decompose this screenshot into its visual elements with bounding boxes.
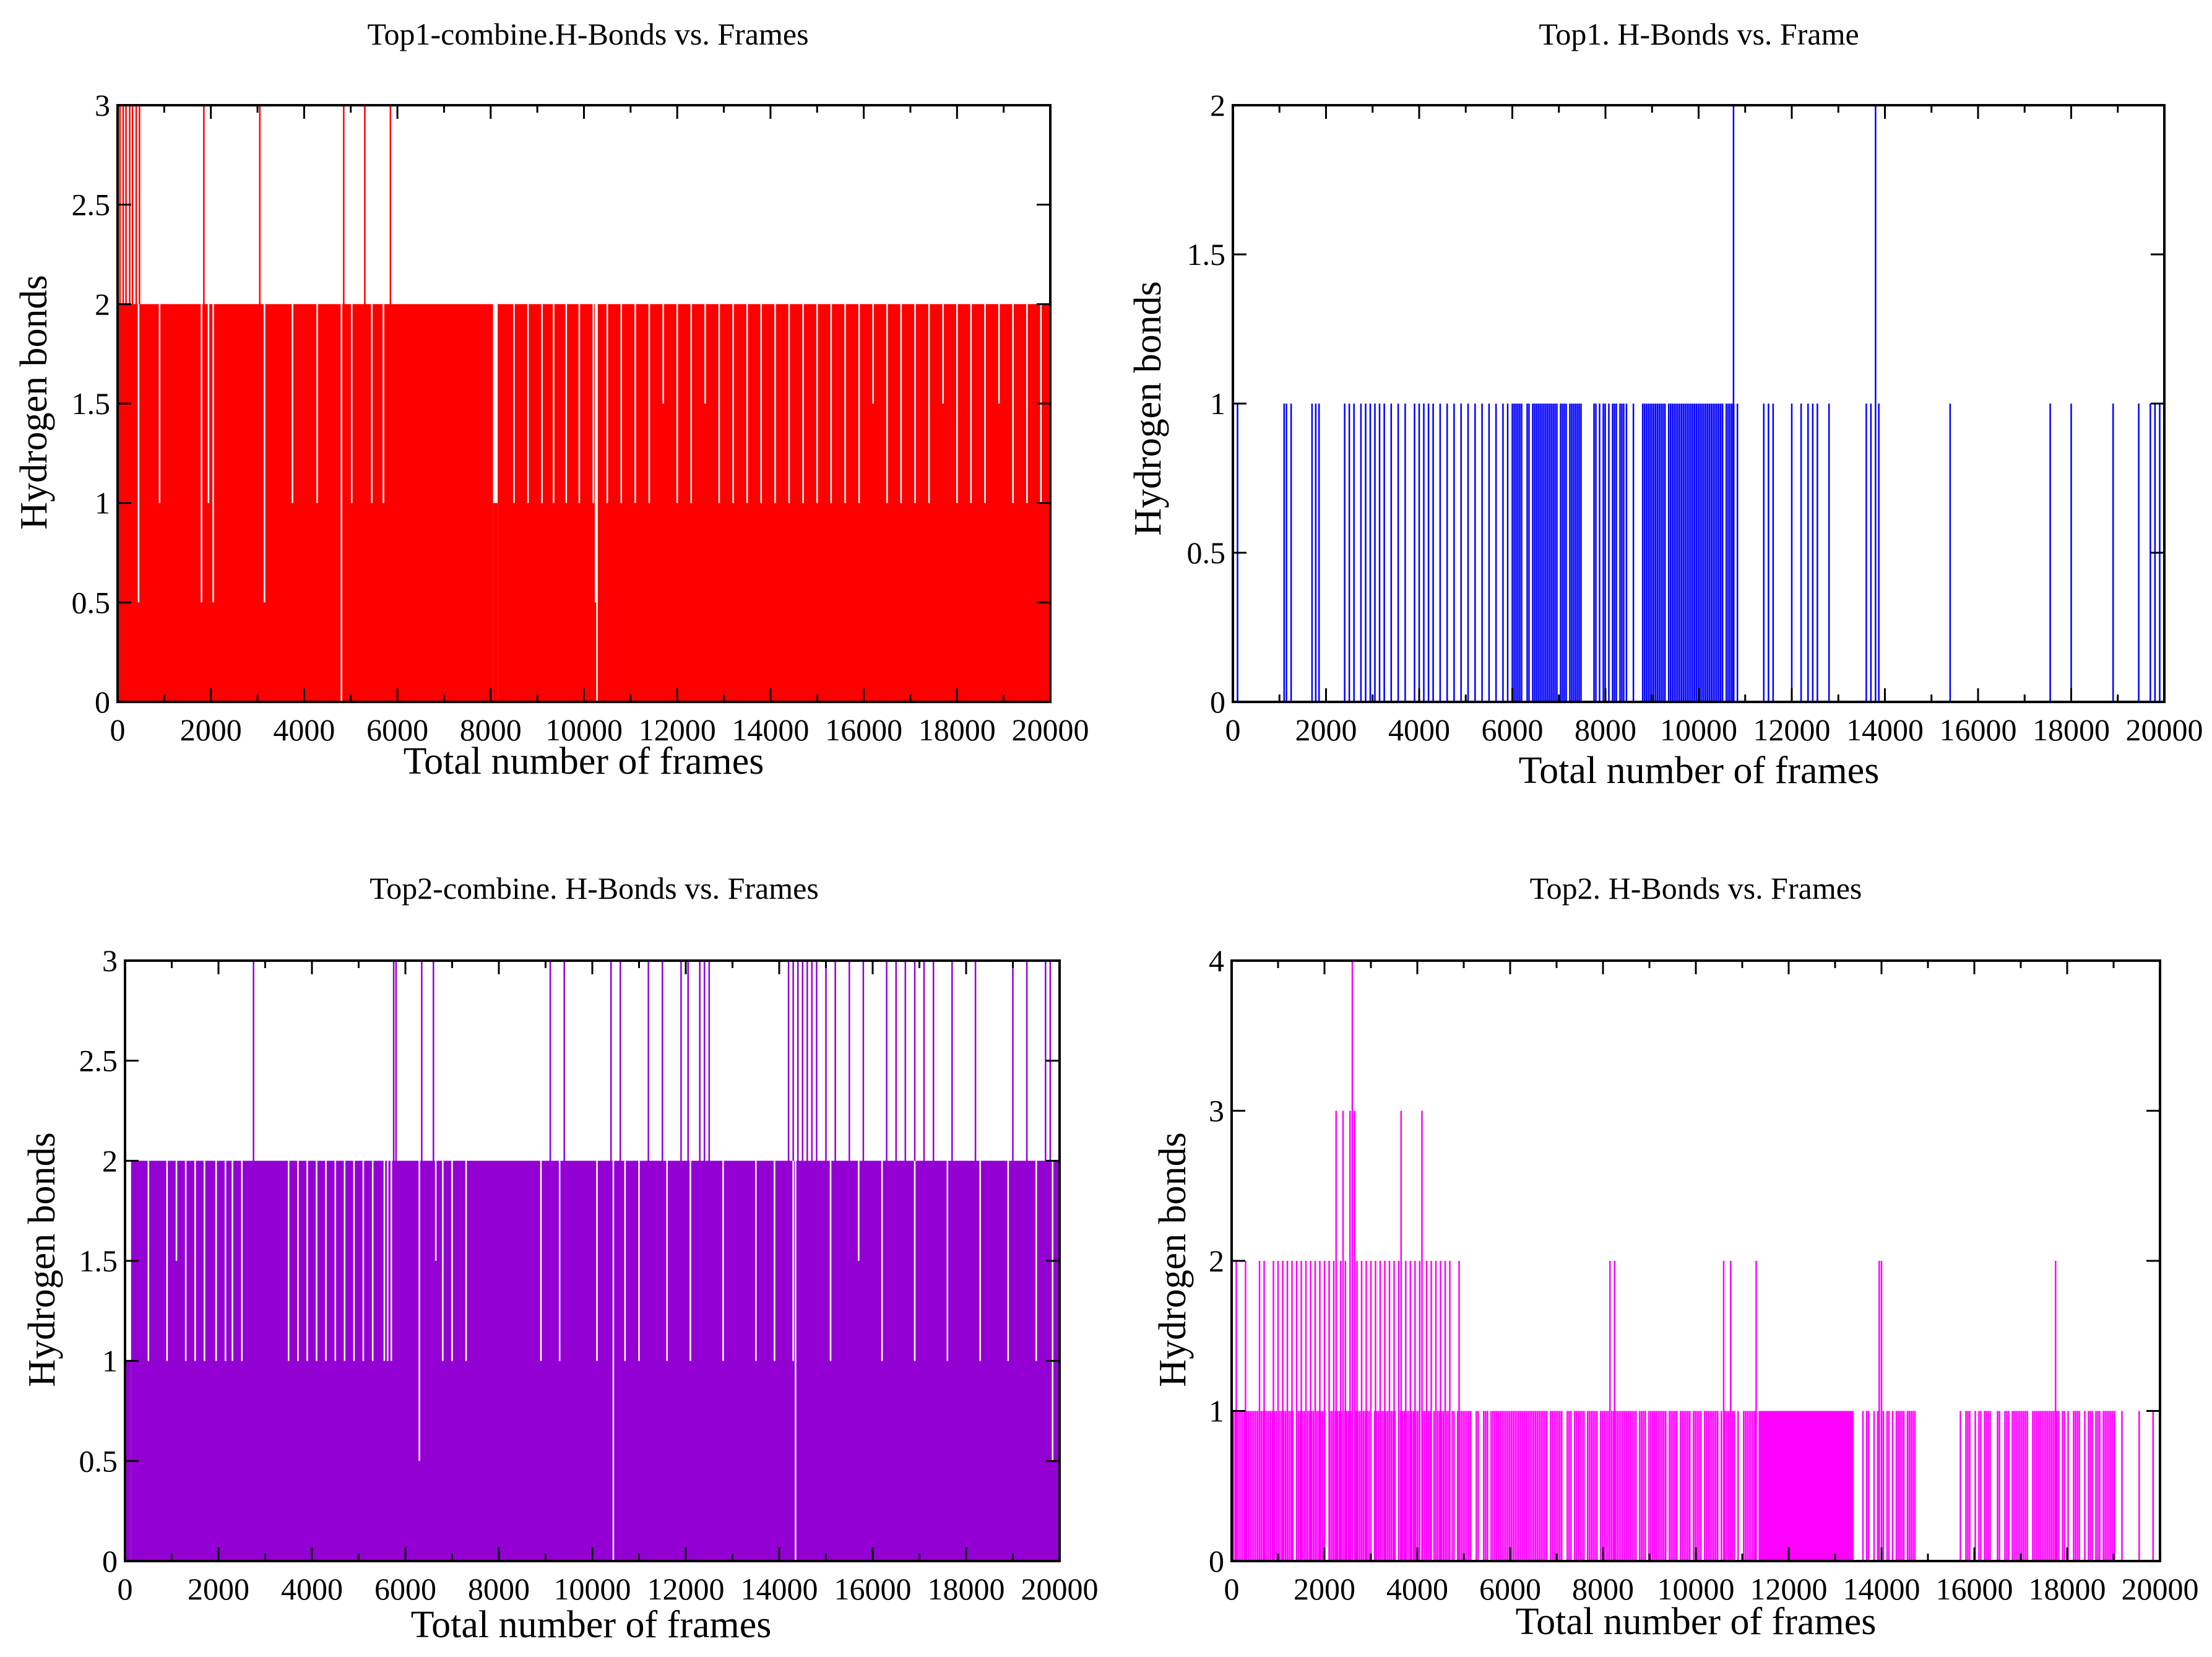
y-tick-label: 1 [102, 1344, 118, 1378]
hbond-fill-segment [493, 503, 498, 702]
y-tick-label: 4 [1209, 943, 1224, 978]
x-tick-label: 14000 [1843, 1572, 1920, 1606]
y-tick-label: 0 [102, 1544, 118, 1578]
chart-top2: Top2. H-Bonds vs. Frames 0 1 2 3 4 0 2000 4000 6… [1152, 871, 2199, 1643]
x-tick-label: 14000 [1846, 712, 1924, 747]
y-axis-label: Hydrogen bonds [13, 275, 55, 530]
plot-area: 0 0.5 1 1.5 2 2.5 3 0 2000 4000 6000 8000 10000 12000… [72, 88, 1089, 747]
x-tick-label: 16000 [1940, 712, 2017, 747]
x-axis-label: Total number of frames [1516, 1601, 1877, 1643]
x-tick-label: 10000 [1660, 712, 1737, 747]
y-tick-label: 1.5 [79, 1244, 118, 1278]
x-tick-label: 12000 [639, 712, 716, 747]
y-tick-label: 1.5 [72, 386, 111, 421]
x-tick-label: 6000 [1482, 712, 1544, 747]
x-tick-label: 14000 [741, 1572, 818, 1606]
x-tick-label: 8000 [1572, 1572, 1634, 1606]
x-axis-label: Total number of frames [404, 740, 764, 782]
plot-area: 0 0.5 1 1.5 2 0 2000 4000 6000 8000 10000 12000 1400… [1187, 88, 2203, 747]
x-tick-label: 18000 [928, 1572, 1005, 1606]
x-tick-label: 16000 [825, 712, 902, 747]
x-tick-label: 2000 [1295, 712, 1357, 747]
hbond-fill-segment [498, 304, 1050, 702]
hbond-fill-segment [131, 1161, 1060, 1561]
y-tick-label: 1 [1210, 386, 1225, 421]
x-tick-label: 4000 [1386, 1572, 1448, 1606]
y-tick-label: 2 [95, 287, 110, 321]
y-tick-label: 0 [1210, 685, 1225, 719]
x-tick-label: 6000 [366, 712, 428, 747]
x-tick-label: 12000 [1750, 1572, 1828, 1606]
x-tick-label: 2000 [1294, 1572, 1355, 1606]
y-tick-label: 2 [1210, 88, 1225, 123]
x-tick-label: 2000 [188, 1572, 249, 1606]
x-axis-label: Total number of frames [411, 1604, 772, 1646]
x-tick-label: 8000 [468, 1572, 530, 1606]
y-axis-label: Hydrogen bonds [1152, 1132, 1194, 1387]
plot-area: 0 0.5 1 1.5 2 2.5 3 0 2000 4000 6000 8000 10000 12000… [79, 943, 1099, 1606]
hbond-fill-segment [1758, 1411, 1854, 1561]
x-tick-label: 4000 [281, 1572, 343, 1606]
x-tick-label: 12000 [1753, 712, 1831, 747]
x-tick-label: 6000 [374, 1572, 436, 1606]
x-tick-label: 20000 [2126, 712, 2203, 747]
y-tick-label: 1 [1209, 1394, 1224, 1429]
y-tick-label: 0.5 [1187, 535, 1226, 570]
y-tick-label: 1 [95, 486, 110, 521]
x-tick-label: 18000 [918, 712, 996, 747]
chart-title: Top2. H-Bonds vs. Frames [1530, 871, 1862, 906]
x-tick-label: 4000 [273, 712, 335, 747]
x-tick-label: 2000 [180, 712, 242, 747]
x-tick-label: 0 [1224, 1572, 1240, 1606]
y-axis-label: Hydrogen bonds [1127, 281, 1169, 536]
x-tick-label: 18000 [2033, 712, 2110, 747]
x-tick-label: 0 [1225, 712, 1241, 747]
y-tick-label: 3 [102, 943, 118, 978]
x-tick-label: 10000 [545, 712, 623, 747]
x-tick-label: 10000 [1657, 1572, 1735, 1606]
x-tick-label: 20000 [1021, 1572, 1099, 1606]
y-axis-label: Hydrogen bonds [21, 1132, 63, 1387]
chart-title: Top1-combine.H-Bonds vs. Frames [367, 17, 808, 51]
y-tick-label: 2.5 [79, 1044, 118, 1078]
x-tick-label: 14000 [732, 712, 809, 747]
y-tick-label: 3 [95, 88, 110, 123]
y-tick-label: 0 [95, 685, 110, 719]
y-tick-label: 1.5 [1187, 237, 1226, 272]
x-tick-label: 16000 [1936, 1572, 2013, 1606]
x-tick-label: 0 [118, 1572, 133, 1606]
x-tick-label: 12000 [647, 1572, 725, 1606]
chart-title: Top1. H-Bonds vs. Frame [1539, 17, 1859, 51]
x-tick-label: 4000 [1388, 712, 1450, 747]
chart-title: Top2-combine. H-Bonds vs. Frames [369, 871, 819, 906]
x-tick-label: 18000 [2029, 1572, 2106, 1606]
x-tick-label: 10000 [554, 1572, 631, 1606]
x-tick-label: 20000 [2122, 1572, 2199, 1606]
x-tick-label: 0 [110, 712, 126, 747]
chart-top1: Top1. H-Bonds vs. Frame 0 0.5 1 1.5 2 0 2000 40… [1127, 17, 2203, 792]
x-tick-label: 8000 [1575, 712, 1636, 747]
y-tick-label: 2.5 [72, 188, 111, 222]
x-tick-label: 16000 [834, 1572, 912, 1606]
chart-top1-combine: Top1-combine.H-Bonds vs. Frames 0 0.5 1 1.5… [13, 17, 1089, 782]
y-tick-label: 0.5 [72, 585, 111, 620]
x-tick-label: 6000 [1479, 1572, 1541, 1606]
chart-top2-combine: Top2-combine. H-Bonds vs. Frames 0 0.5 1 1.… [21, 871, 1099, 1646]
y-tick-label: 0.5 [79, 1443, 118, 1478]
x-axis-label: Total number of frames [1519, 750, 1880, 792]
y-tick-label: 3 [1209, 1094, 1224, 1128]
x-tick-label: 8000 [460, 712, 522, 747]
y-tick-label: 2 [102, 1143, 118, 1178]
x-tick-label: 20000 [1012, 712, 1089, 747]
plot-area: 0 1 2 3 4 0 2000 4000 6000 8000 10000 12000 14000 160… [1209, 943, 2199, 1606]
y-tick-label: 0 [1209, 1544, 1224, 1578]
y-tick-label: 2 [1209, 1244, 1224, 1278]
hbond-fill-segment [118, 304, 493, 702]
